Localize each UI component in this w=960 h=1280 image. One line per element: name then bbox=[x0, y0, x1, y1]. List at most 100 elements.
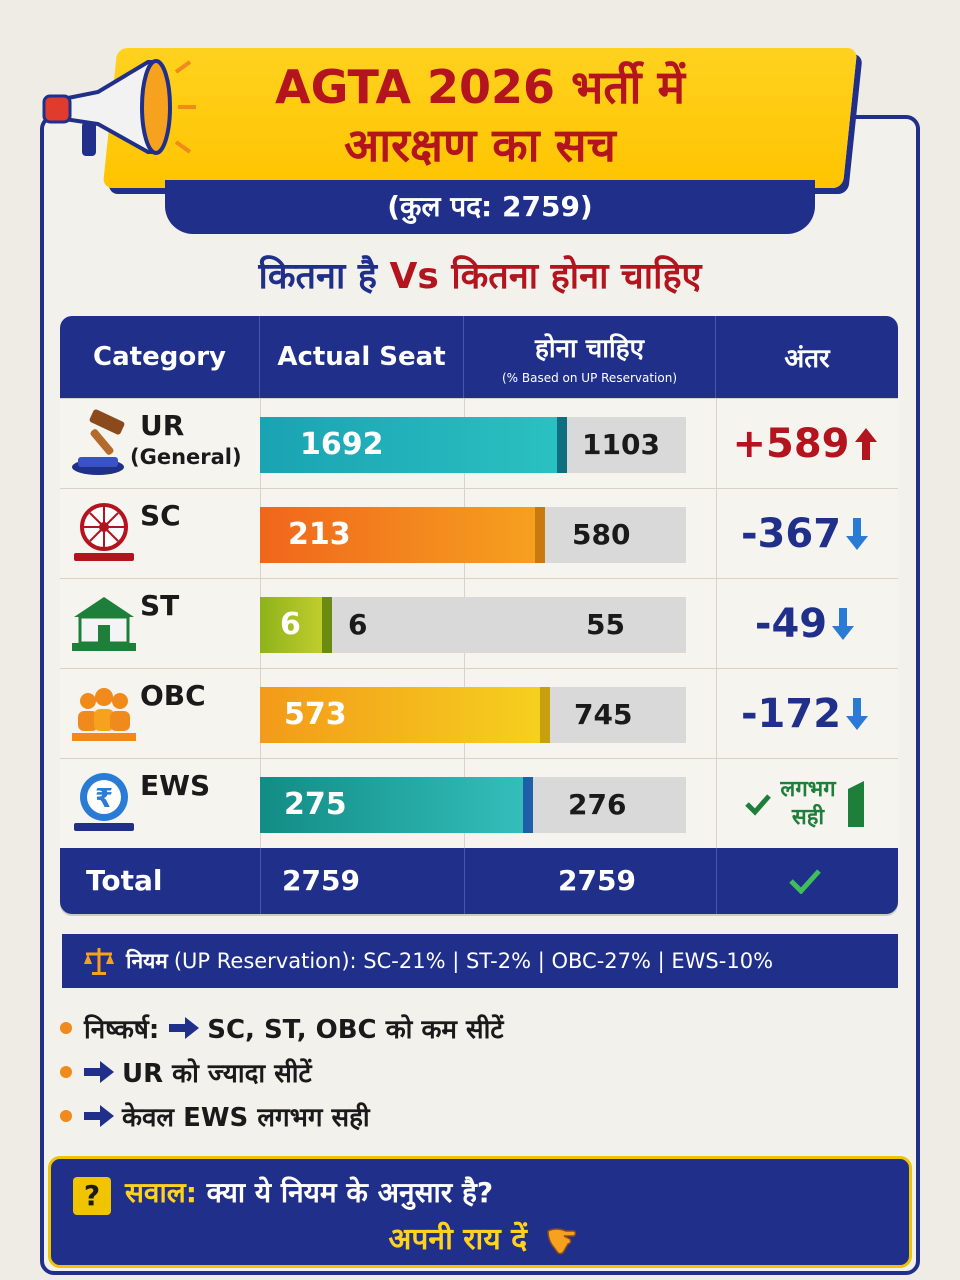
ashoka-chakra-icon bbox=[74, 503, 134, 561]
col-diff: अंतर bbox=[784, 344, 830, 374]
arrow-down-icon bbox=[832, 608, 855, 640]
page-title: AGTA 2026 भर्ती में आरक्षण का सच bbox=[150, 58, 810, 174]
actual-seat-fill bbox=[260, 687, 550, 743]
conclusion-item: केवल EWS लगभग सही bbox=[122, 1103, 370, 1133]
conclusion-label: निष्कर्ष: bbox=[84, 1015, 160, 1045]
seat-bar: 275 276 bbox=[260, 777, 686, 833]
should-seat-value: 276 bbox=[568, 788, 627, 821]
category-label: SC bbox=[140, 499, 181, 532]
conclusion-list: निष्कर्ष: SC, ST, OBC को कम सीटें UR को … bbox=[60, 1006, 900, 1138]
col-should-label: होना चाहिए bbox=[535, 334, 644, 364]
seat-bar: 1692 1103 bbox=[260, 417, 686, 473]
arrow-right-icon bbox=[169, 1017, 200, 1039]
arrow-up-icon bbox=[854, 428, 877, 460]
title-line-1-text: AGTA 2026 भर्ती में bbox=[274, 60, 685, 114]
total-label: Total bbox=[86, 864, 163, 897]
difference-text: +589 bbox=[732, 421, 850, 467]
actual-seat-fill bbox=[260, 507, 546, 563]
difference-value: -172 bbox=[720, 669, 890, 759]
actual-seat-value: 1692 bbox=[300, 427, 384, 462]
actual-seat-value: 213 bbox=[288, 517, 351, 552]
col-should-note: (% Based on UP Reservation) bbox=[501, 371, 678, 385]
table-row: ₹ EWS 275 276 लगभग सही bbox=[60, 758, 898, 848]
difference-value: +589 bbox=[720, 399, 890, 489]
question-label: सवाल: bbox=[125, 1176, 197, 1209]
difference-text: -49 bbox=[754, 601, 828, 647]
bar-mark-icon bbox=[847, 781, 864, 827]
title-line-1: AGTA 2026 भर्ती में bbox=[150, 58, 810, 116]
list-item: UR को ज्यादा सीटें bbox=[60, 1050, 900, 1094]
seat-bar: 6 6 55 bbox=[260, 597, 686, 653]
list-item: निष्कर्ष: SC, ST, OBC को कम सीटें bbox=[60, 1006, 900, 1050]
seat-bar: 213 580 bbox=[260, 507, 686, 563]
should-seat-value: 580 bbox=[572, 518, 631, 551]
divider bbox=[716, 398, 717, 848]
call-to-action: अपनी राय दें bbox=[51, 1217, 915, 1258]
total-check-icon bbox=[789, 869, 821, 894]
bullet-dot bbox=[60, 1066, 72, 1078]
should-seat-value: 55 bbox=[586, 608, 625, 641]
category-label: UR bbox=[140, 409, 185, 442]
total-posts-banner: (कुल पद: 2759) bbox=[165, 180, 815, 234]
arrow-down-icon bbox=[846, 518, 869, 550]
seat-bar: 573 745 bbox=[260, 687, 686, 743]
st-extra-value: 6 bbox=[348, 608, 368, 641]
divider bbox=[464, 848, 465, 914]
arrow-right-icon bbox=[84, 1105, 114, 1127]
question-mark-icon: ? bbox=[73, 1177, 111, 1215]
rule-bar: नियम (UP Reservation): SC-21% | ST-2% | … bbox=[62, 934, 898, 988]
pointing-hand-icon bbox=[546, 1227, 576, 1254]
col-should: होना चाहिए (% Based on UP Reservation) bbox=[464, 316, 716, 398]
total-should: 2759 bbox=[558, 864, 636, 897]
tagline-part-1: कितना है bbox=[258, 256, 390, 297]
actual-seat-value: 573 bbox=[284, 697, 347, 732]
gavel-icon bbox=[72, 409, 125, 475]
conclusion-item: UR को ज्यादा सीटें bbox=[122, 1059, 312, 1089]
should-seat-value: 1103 bbox=[582, 428, 660, 461]
difference-value: -367 bbox=[720, 489, 890, 579]
actual-seat-fill bbox=[260, 417, 567, 473]
bullet-dot bbox=[60, 1022, 72, 1034]
difference-text: -172 bbox=[740, 691, 842, 737]
tagline-part-2: कितना होना चाहिए bbox=[438, 256, 702, 297]
divider bbox=[716, 848, 717, 914]
category-label: EWS bbox=[140, 769, 211, 802]
question-text: सवाल: क्या ये नियम के अनुसार है? bbox=[125, 1173, 493, 1211]
col-category: Category bbox=[60, 316, 260, 398]
difference-value: -49 bbox=[720, 579, 890, 669]
category-label: OBC bbox=[140, 679, 206, 712]
actual-seat-fill bbox=[260, 597, 333, 653]
tribal-hut-icon bbox=[72, 597, 136, 651]
table-row: SC 213 580 -367 bbox=[60, 488, 898, 578]
arrow-down-icon bbox=[846, 698, 869, 730]
table-header: Category Actual Seat होना चाहिए (% Based… bbox=[60, 316, 898, 398]
megaphone-icon bbox=[42, 59, 196, 156]
tagline: कितना है Vs कितना होना चाहिए bbox=[0, 250, 960, 299]
svg-text:₹: ₹ bbox=[95, 784, 113, 814]
approx-correct-label: लगभग सही bbox=[780, 776, 835, 832]
approx-line-1: लगभग bbox=[780, 777, 836, 802]
question-body: क्या ये नियम के अनुसार है? bbox=[196, 1176, 494, 1209]
people-group-icon bbox=[72, 688, 136, 741]
bullet-dot bbox=[60, 1110, 72, 1122]
arrow-right-icon bbox=[84, 1061, 114, 1083]
approx-line-2: सही bbox=[791, 805, 825, 830]
category-label: ST bbox=[140, 589, 180, 622]
table-total-row: Total 2759 2759 bbox=[60, 848, 898, 914]
actual-seat-fill bbox=[260, 777, 533, 833]
conclusion-item: SC, ST, OBC को कम सीटें bbox=[207, 1015, 504, 1045]
table-row: OBC 573 745 -172 bbox=[60, 668, 898, 758]
divider bbox=[260, 848, 261, 914]
category-sublabel: (General) bbox=[130, 445, 242, 469]
rule-label: नियम bbox=[126, 949, 168, 973]
rupee-coin-icon: ₹ bbox=[74, 773, 134, 831]
question-box: ? सवाल: क्या ये नियम के अनुसार है? अपनी … bbox=[48, 1156, 912, 1268]
checkmark-icon bbox=[745, 794, 772, 816]
reservation-table: Category Actual Seat होना चाहिए (% Based… bbox=[60, 316, 898, 914]
scales-icon bbox=[84, 948, 114, 975]
difference-value: लगभग सही bbox=[720, 759, 890, 849]
rule-text: (UP Reservation): SC-21% | ST-2% | OBC-2… bbox=[173, 949, 774, 973]
list-item: केवल EWS लगभग सही bbox=[60, 1094, 900, 1138]
difference-text: -367 bbox=[740, 511, 842, 557]
col-actual: Actual Seat bbox=[260, 316, 464, 398]
